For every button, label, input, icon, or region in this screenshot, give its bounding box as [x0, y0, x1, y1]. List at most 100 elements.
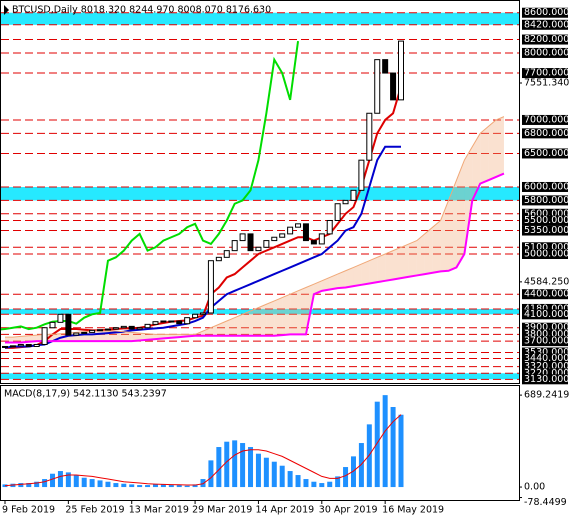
level-label: 5500.000 — [524, 215, 569, 226]
level-label-bg — [522, 215, 568, 226]
cloud — [496, 116, 504, 177]
candle — [136, 327, 143, 330]
cloud — [488, 119, 497, 181]
candle — [215, 256, 222, 262]
candle — [310, 240, 317, 245]
macd-plot — [2, 395, 404, 488]
macd-bar — [358, 443, 364, 488]
macd-bar — [216, 447, 222, 488]
x-tick-label: 30 Apr 2019 — [319, 505, 378, 516]
candle — [358, 159, 365, 191]
macd-bar — [327, 481, 333, 488]
level-label: 7000.000 — [524, 114, 569, 125]
level-label: 7700.000 — [524, 68, 569, 79]
cloud — [123, 331, 132, 342]
candle — [2, 345, 8, 348]
candle — [160, 320, 167, 323]
cloud — [298, 287, 306, 335]
level-label: 8200.000 — [524, 34, 569, 45]
level-label-bg — [522, 361, 568, 372]
cloud — [28, 335, 37, 342]
y-tick-label: 0.00 — [524, 482, 545, 493]
y-tick-label: 689.2419 — [524, 390, 569, 401]
macd-bar — [279, 465, 285, 488]
level-label-bg — [522, 329, 568, 340]
macd-bar — [42, 479, 48, 488]
macd-bar — [295, 475, 301, 488]
macd-bar — [311, 481, 317, 488]
level-label: 6000.000 — [524, 181, 569, 192]
cloud — [472, 133, 481, 201]
macd-bar — [287, 471, 293, 488]
macd-bar — [184, 485, 190, 488]
macd-bar — [208, 460, 214, 488]
macd-bar — [271, 461, 277, 488]
cloud — [282, 294, 291, 336]
zone — [1, 373, 519, 380]
x-tick-label: 25 Feb 2019 — [65, 505, 124, 516]
level-label: 3320.000 — [524, 361, 569, 372]
level-label: 5800.000 — [524, 195, 569, 206]
cloud — [321, 277, 330, 291]
level-label-bg — [522, 353, 568, 364]
macd-bar — [343, 467, 349, 488]
macd-bar — [152, 484, 158, 488]
cloud — [353, 264, 362, 287]
level-label-bg — [522, 68, 568, 79]
level-label: 5100.000 — [524, 242, 569, 253]
cloud — [369, 257, 378, 284]
cloud — [401, 243, 409, 279]
cloud — [329, 274, 338, 290]
cloud — [258, 304, 267, 336]
candle — [192, 313, 199, 319]
candle — [231, 240, 238, 252]
macd-bar — [255, 453, 261, 488]
cloud — [242, 310, 251, 336]
main-title: BTCUSD,Daily 8018.320 8244.970 8008.070 … — [12, 5, 271, 16]
zone — [1, 308, 519, 315]
level-label-bg — [522, 347, 568, 358]
y-tick-label: 7551.340 — [524, 78, 569, 89]
level-label-bg — [522, 19, 568, 30]
candle — [33, 343, 40, 347]
level-label-bg — [522, 289, 568, 300]
macd-bar — [26, 483, 32, 488]
cloud — [480, 126, 489, 184]
level-label: 5000.000 — [524, 248, 569, 259]
indicator-line — [5, 172, 505, 344]
cloud — [408, 240, 417, 277]
candle — [326, 219, 333, 235]
level-label-bg — [522, 225, 568, 236]
candle — [255, 246, 262, 252]
level-label-bg — [522, 7, 568, 18]
macd-bar — [335, 476, 341, 488]
cloud — [337, 270, 346, 289]
cloud — [218, 321, 227, 336]
candle — [374, 59, 381, 114]
cloud — [226, 317, 235, 336]
macd-bar — [303, 479, 309, 488]
candle — [207, 260, 214, 314]
macd-bar — [105, 481, 111, 488]
candle — [144, 323, 151, 329]
cloud — [416, 233, 425, 276]
candle — [295, 223, 302, 228]
x-tick-label: 16 May 2019 — [382, 505, 444, 516]
level-label: 6500.000 — [524, 148, 569, 159]
macd-bar — [176, 485, 182, 488]
candle — [81, 331, 88, 334]
level-label: 5350.000 — [524, 225, 569, 236]
cloud — [139, 333, 148, 341]
candle — [41, 327, 48, 345]
level-label-bg — [522, 195, 568, 206]
candle — [49, 321, 56, 329]
macd-bar — [81, 477, 87, 488]
symbol-icon — [4, 5, 9, 15]
cloud — [361, 260, 370, 285]
level-label-bg — [522, 248, 568, 259]
candle — [271, 236, 278, 242]
macd-bar — [232, 440, 238, 488]
level-label: 3800.000 — [524, 329, 569, 340]
candle — [334, 203, 341, 221]
